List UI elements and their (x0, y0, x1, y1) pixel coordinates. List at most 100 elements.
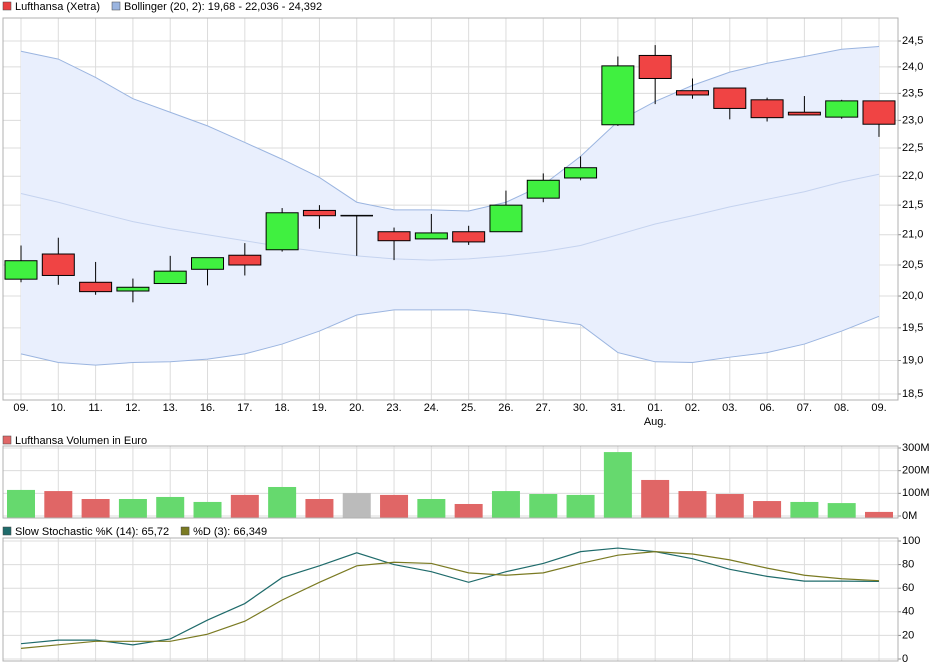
y-tick-label: 20,0 (902, 290, 923, 302)
volume-bar (417, 499, 446, 518)
candle-body (41, 253, 75, 276)
x-tick-label: 20. (349, 402, 364, 414)
candle-body (191, 257, 225, 270)
x-tick-label: 26. (498, 402, 513, 414)
bollinger-middle (20, 173, 880, 261)
y-tick-label: 100 (902, 535, 920, 547)
x-tick-label: 08. (834, 402, 849, 414)
volume-bar (678, 491, 707, 518)
y-tick-label: 23,0 (902, 114, 923, 126)
legend-label: Bollinger (20, 2): 19,68 - 22,036 - 24,3… (124, 1, 322, 13)
candle-body (825, 100, 859, 118)
y-tick-label: 80 (902, 559, 914, 571)
candle-body (862, 100, 896, 125)
candle-body (526, 179, 560, 199)
volume-bar (865, 511, 893, 518)
x-tick-label: 18. (274, 402, 289, 414)
candle-body (340, 214, 373, 217)
candle-body (713, 87, 747, 109)
volume-bar (790, 501, 819, 518)
legend-swatch (2, 435, 12, 445)
y-tick-label: 0 (902, 653, 908, 665)
legend-swatch (2, 1, 12, 11)
y-tick-label: 40 (902, 606, 914, 618)
candle-body (265, 212, 299, 251)
y-tick-label: 23,5 (902, 87, 923, 99)
x-tick-label: 17. (237, 402, 252, 414)
plot-frame (2, 537, 899, 662)
legend-swatch (111, 1, 121, 11)
y-tick-label: 24,0 (902, 61, 923, 73)
volume-bar (491, 491, 520, 518)
candle-body (4, 260, 38, 280)
volume-bar (305, 499, 334, 518)
volume-bar (641, 479, 670, 518)
x-tick-label: 25. (461, 402, 476, 414)
legend-swatch (180, 526, 190, 536)
candle-body (79, 281, 113, 293)
candle-body (787, 111, 821, 116)
x-tick-label: 10. (51, 402, 66, 414)
volume-bar (268, 486, 297, 518)
y-tick-label: 0M (902, 510, 917, 522)
x-tick-label: 02. (685, 402, 700, 414)
plot-background (3, 538, 898, 661)
volume-bar (603, 452, 632, 518)
candle-body (564, 167, 598, 179)
y-tick-label: 22,0 (902, 170, 923, 182)
y-tick-label: 19,5 (902, 322, 923, 334)
volume-bar (566, 494, 595, 518)
volume-bar (715, 494, 744, 518)
x-tick-label: 03. (722, 402, 737, 414)
legend-swatch (2, 526, 12, 536)
candle-body (153, 270, 187, 285)
candle-body (601, 65, 635, 126)
y-tick-label: 20 (902, 629, 914, 641)
candle-body (228, 254, 262, 266)
volume-bar (529, 494, 558, 518)
plot-frame (2, 17, 899, 401)
volume-bar (342, 493, 371, 518)
volume-bar (380, 494, 409, 518)
x-tick-label: 16. (200, 402, 215, 414)
y-tick-label: 22,5 (902, 142, 923, 154)
volume-bar (81, 499, 110, 518)
x-tick-label: 07. (797, 402, 812, 414)
x-tick-label: 30. (573, 402, 588, 414)
volume-bar (193, 501, 222, 518)
plot-background (3, 446, 898, 518)
x-tick-label: 19. (312, 402, 327, 414)
x-tick-label: 06. (759, 402, 774, 414)
candle-body (452, 231, 486, 243)
candle-body (377, 231, 411, 242)
x-tick-label: 09. (13, 402, 28, 414)
volume-bar (827, 503, 856, 518)
y-tick-label: 100M (902, 487, 930, 499)
x-tick-label: 12. (125, 402, 140, 414)
y-tick-label: 21,5 (902, 199, 923, 211)
x-tick-label: 23. (386, 402, 401, 414)
y-tick-label: 60 (902, 582, 914, 594)
plot-frame (2, 445, 899, 519)
y-tick-label: 300M (902, 442, 930, 454)
volume-bar (156, 496, 185, 518)
y-tick-label: 19,0 (902, 354, 923, 366)
x-tick-label: 24. (424, 402, 439, 414)
candle-body (638, 54, 672, 79)
candle-body (750, 99, 784, 119)
legend-label: Lufthansa (Xetra) (15, 1, 100, 13)
volume-bar (118, 499, 147, 518)
legend-label: %D (3): 66,349 (193, 526, 267, 538)
candle-body (116, 286, 150, 292)
bollinger-lower (20, 309, 880, 366)
stochastic-line (20, 551, 880, 649)
x-tick-label: 09. (871, 402, 886, 414)
y-tick-label: 18,5 (902, 388, 923, 400)
legend-label: Slow Stochastic %K (14): 65,72 (15, 526, 169, 538)
candle-body (302, 209, 336, 217)
candle-body (414, 232, 448, 240)
y-tick-label: 21,0 (902, 229, 923, 241)
volume-bar (44, 491, 73, 518)
